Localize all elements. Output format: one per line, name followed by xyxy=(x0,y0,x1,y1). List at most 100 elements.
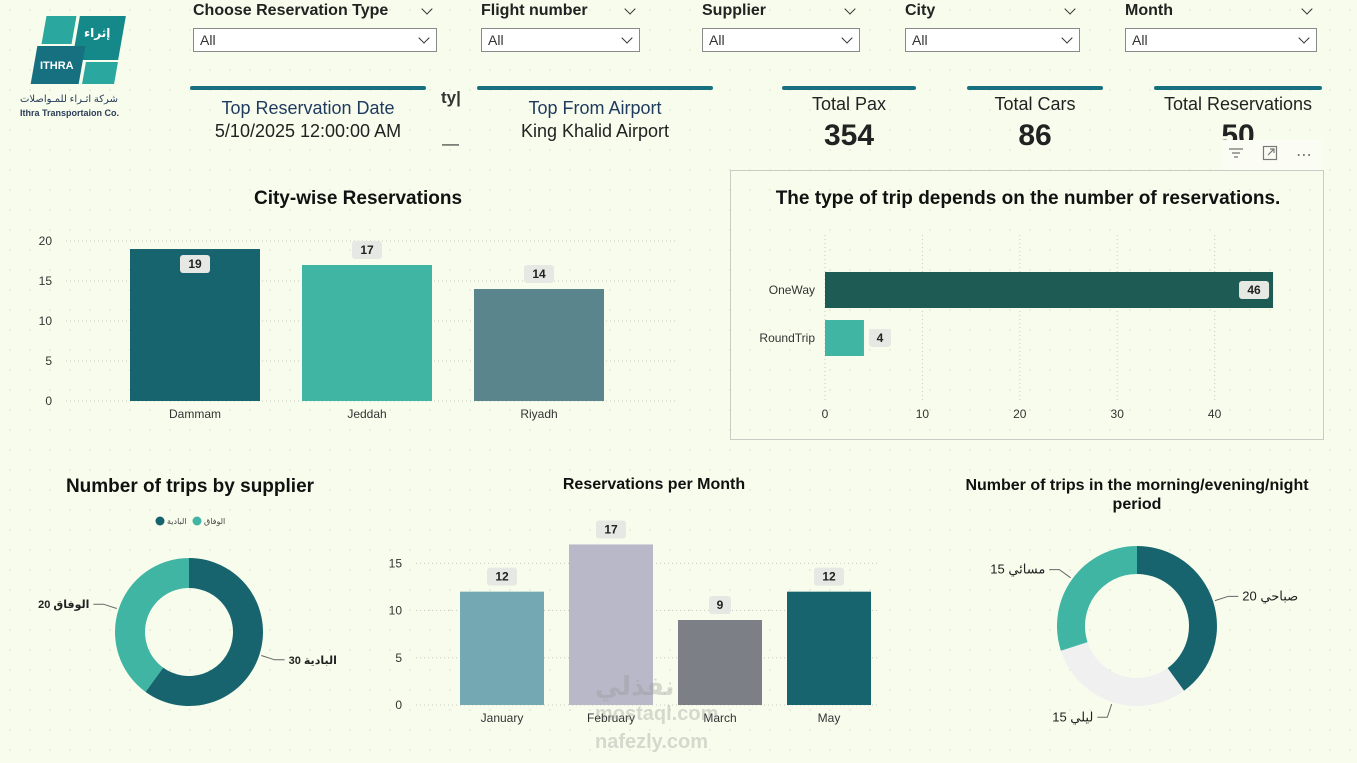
period-chart-title: Number of trips in the morning/evening/n… xyxy=(940,476,1334,514)
card-title: Top From Airport xyxy=(477,98,713,119)
y-tick-label: 0 xyxy=(45,394,52,408)
slice-leader-line xyxy=(1097,704,1111,717)
x-tick-label: 40 xyxy=(1208,407,1222,421)
month-dropdown[interactable]: All xyxy=(1125,28,1317,52)
logo-tile xyxy=(82,62,118,84)
x-tick-label: January xyxy=(481,711,524,725)
company-logo: ITHRA إثراء شركة اثـراء للمـواصلات Ithra… xyxy=(14,12,154,122)
watermark-line: نفذلي xyxy=(595,672,718,700)
logo-company-en: Ithra Transportaion Co. xyxy=(20,108,119,118)
slice-leader-line xyxy=(261,655,284,659)
x-tick-label: Dammam xyxy=(169,407,221,421)
data-label: 17 xyxy=(360,243,374,257)
donut-slice xyxy=(1057,546,1137,651)
slicer-label: Month xyxy=(1125,2,1173,20)
x-tick-label: Riyadh xyxy=(520,407,557,421)
card-accent-bar xyxy=(967,86,1103,90)
card-accent-bar xyxy=(190,86,426,90)
card-value: 5/10/2025 12:00:00 AM xyxy=(190,121,426,142)
slicer-month: Month All xyxy=(1125,0,1317,52)
y-tick-label: 5 xyxy=(395,651,402,665)
filter-icon[interactable] xyxy=(1228,146,1244,165)
kpi-title: Total Reservations xyxy=(1154,94,1322,115)
slice-label: 15 مسائي xyxy=(990,562,1045,577)
y-tick-label: 10 xyxy=(39,314,53,328)
bar xyxy=(825,272,1273,308)
kpi-value: 86 xyxy=(967,119,1103,153)
chevron-down-icon[interactable] xyxy=(1301,3,1312,14)
city-bar-chart: 0 5 10 15 20 Dammam 19 Jeddah 17 Riyadh 14 xyxy=(20,225,680,430)
data-label: 12 xyxy=(495,570,509,584)
slice-leader-line xyxy=(1049,570,1070,578)
logo-name-ar: إثراء xyxy=(84,26,110,40)
card-accent-bar xyxy=(1154,86,1322,90)
reservation-type-dropdown[interactable]: All xyxy=(193,28,437,52)
chevron-down-icon xyxy=(1298,32,1309,43)
chevron-down-icon xyxy=(1061,32,1072,43)
data-label: 19 xyxy=(188,257,202,271)
slicer-supplier: Supplier All xyxy=(702,0,860,52)
slice-leader-line xyxy=(93,604,116,608)
flight-number-dropdown[interactable]: All xyxy=(481,28,640,52)
card-accent-bar xyxy=(477,86,713,90)
card-accent-bar xyxy=(782,86,916,90)
chevron-down-icon xyxy=(841,32,852,43)
watermark-line: nafezly.com xyxy=(595,728,718,756)
month-chart-title: Reservations per Month xyxy=(500,476,808,494)
truncated-card-text: ty| xyxy=(441,88,461,108)
focus-mode-icon[interactable] xyxy=(1262,145,1278,166)
more-options-icon[interactable]: ⋯ xyxy=(1296,145,1312,165)
x-tick-label: 30 xyxy=(1111,407,1125,421)
bar xyxy=(825,320,864,356)
data-label: 17 xyxy=(604,522,618,536)
slicer-label: Choose Reservation Type xyxy=(193,2,388,20)
kpi-title: Total Pax xyxy=(782,94,916,115)
chevron-down-icon[interactable] xyxy=(1064,3,1075,14)
visual-header: ⋯ xyxy=(1222,140,1322,170)
watermark-line: mostaql.com xyxy=(595,700,718,728)
x-tick-label: 20 xyxy=(1013,407,1027,421)
card-top-reservation-date: Top Reservation Date 5/10/2025 12:00:00 … xyxy=(190,86,426,142)
data-label: 9 xyxy=(717,598,724,612)
supplier-dropdown[interactable]: All xyxy=(702,28,860,52)
legend-label: الوفاق xyxy=(204,517,225,526)
logo-name-en: ITHRA xyxy=(40,60,74,72)
card-value: King Khalid Airport xyxy=(477,121,713,142)
slicer-label: Flight number xyxy=(481,2,588,20)
bar xyxy=(787,592,871,705)
city-dropdown[interactable]: All xyxy=(905,28,1080,52)
data-label: 12 xyxy=(822,570,836,584)
chevron-down-icon[interactable] xyxy=(844,3,855,14)
dropdown-value: All xyxy=(1132,32,1148,48)
chevron-down-icon xyxy=(418,32,429,43)
watermark: نفذلي mostaql.com nafezly.com xyxy=(595,672,718,756)
slicer-city: City All xyxy=(905,0,1080,52)
x-tick-label: 10 xyxy=(916,407,930,421)
supplier-chart-title: Number of trips by supplier xyxy=(30,476,350,498)
slice-label: 20 الوفاق xyxy=(38,599,89,611)
bar xyxy=(474,289,604,401)
dropdown-value: All xyxy=(488,32,504,48)
data-label: 14 xyxy=(532,267,546,281)
card-top-from-airport: Top From Airport King Khalid Airport xyxy=(477,86,713,142)
y-tick-label: RoundTrip xyxy=(759,331,815,345)
donut-slice xyxy=(1061,642,1184,706)
y-tick-label: 0 xyxy=(395,698,402,712)
chevron-down-icon[interactable] xyxy=(624,3,635,14)
slicer-label: Supplier xyxy=(702,2,766,20)
bar xyxy=(302,265,432,401)
dropdown-value: All xyxy=(709,32,725,48)
divider-line: — xyxy=(442,134,459,154)
chevron-down-icon[interactable] xyxy=(421,3,432,14)
x-tick-label: May xyxy=(818,711,841,725)
bar xyxy=(460,592,544,705)
slice-label: 15 ليلي xyxy=(1052,709,1093,724)
kpi-total-pax: Total Pax 354 xyxy=(782,86,916,153)
kpi-value: 50 xyxy=(1154,119,1322,140)
data-label: 46 xyxy=(1247,283,1261,297)
y-tick-label: OneWay xyxy=(769,283,815,297)
dropdown-value: All xyxy=(912,32,928,48)
donut-slice xyxy=(115,558,189,692)
donut-slice xyxy=(1137,546,1217,691)
dropdown-value: All xyxy=(200,32,216,48)
